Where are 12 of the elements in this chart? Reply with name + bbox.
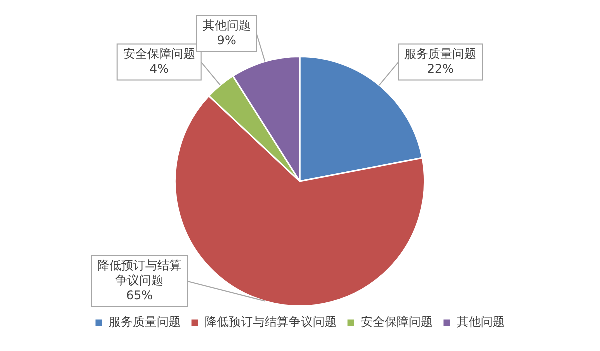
slice-label: 其他问题 — [202, 18, 251, 33]
legend-label: 其他问题 — [457, 315, 505, 330]
slice-label: 安全保障问题 — [123, 46, 196, 61]
legend-label: 安全保障问题 — [361, 315, 433, 330]
slice-label: 降低预订与结算争议问题 — [98, 258, 182, 288]
data-label: 4% — [150, 62, 169, 76]
data-label: 22% — [427, 62, 454, 76]
legend-label: 服务质量问题 — [109, 315, 181, 330]
data-label: 9% — [217, 34, 236, 48]
data-label: 65% — [126, 288, 154, 303]
slice-label: 服务质量问题 — [404, 46, 477, 61]
legend-label: 降低预订与结算争议问题 — [205, 315, 337, 330]
